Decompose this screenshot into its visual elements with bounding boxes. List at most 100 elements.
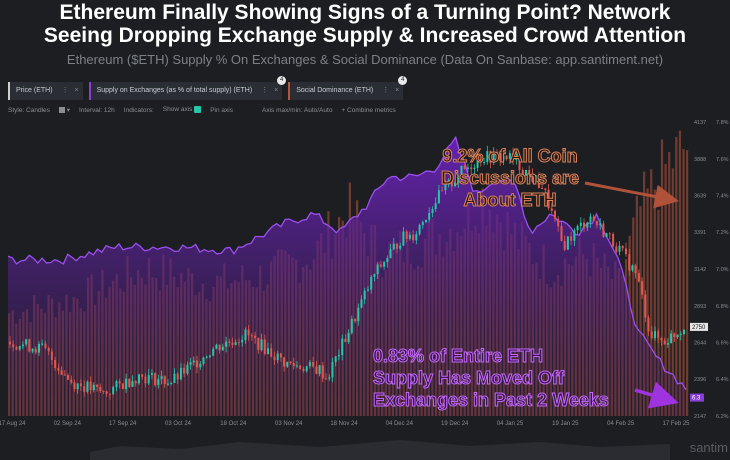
price-candle	[50, 351, 53, 360]
price-candle	[428, 213, 431, 220]
price-candle	[595, 221, 598, 226]
price-candle	[431, 209, 434, 213]
price-candle	[12, 344, 15, 348]
more-options-icon[interactable]: ⋮	[61, 87, 69, 94]
indicators-button[interactable]: Indicators:	[123, 106, 154, 114]
style-select[interactable]: Style: Candles	[8, 106, 50, 114]
price-axis-tick-label: 2396	[694, 377, 706, 383]
price-axis-tick-label: 2893	[694, 304, 706, 310]
price-candle	[454, 182, 456, 187]
social-arrow	[584, 181, 679, 209]
price-candle	[447, 180, 450, 185]
chart-title-line-1: Ethereum Finally Showing Signs of a Turn…	[59, 1, 671, 24]
combine-metrics-button[interactable]: + Combine metrics	[341, 106, 396, 114]
close-icon[interactable]: ×	[395, 87, 400, 94]
social-dominance-bar	[675, 136, 678, 416]
price-candle	[57, 368, 60, 371]
price-candle	[244, 329, 247, 340]
price-axis-tick-label: 3142	[694, 267, 706, 273]
chart-subtitle: Ethereum ($ETH) Supply % On Exchanges & …	[66, 52, 664, 67]
supply-axis-tick-label: 6.4%	[716, 377, 729, 383]
price-candle	[657, 331, 660, 339]
legend-chip-price[interactable]: Price (ETH) ⋮ ×	[8, 82, 83, 100]
price-candle	[592, 216, 595, 221]
social-dominance-bar	[660, 139, 664, 416]
price-candle	[299, 365, 302, 369]
price-candle	[647, 317, 650, 332]
alert-badge: 4	[277, 76, 287, 85]
price-candle	[15, 347, 18, 350]
social-dominance-bar	[643, 171, 646, 416]
santiment-watermark: santim	[690, 440, 728, 455]
price-candle	[547, 189, 550, 209]
price-candle	[79, 383, 82, 387]
price-candle	[550, 208, 553, 211]
price-candle	[141, 374, 144, 377]
legend-chip-social[interactable]: Social Dominance (ETH) ⋮ × 4	[288, 76, 408, 100]
price-axis-tick-label: 2644	[694, 341, 706, 347]
x-axis-tick-label: 18 Nov 24	[330, 421, 358, 427]
price-candle	[18, 346, 21, 350]
price-candle	[637, 273, 640, 282]
color-picker[interactable]: ▾	[58, 106, 70, 114]
price-candle	[341, 338, 344, 355]
price-candle	[286, 361, 289, 367]
x-axis-tick-label: 04 Dec 24	[386, 421, 414, 427]
price-candle	[670, 333, 673, 344]
price-candle	[392, 243, 395, 250]
price-candle	[238, 342, 240, 344]
x-axis-tick-label: 17 Sep 24	[109, 421, 137, 427]
price-candle	[221, 346, 224, 351]
price-candle	[234, 342, 237, 345]
axis-range-select[interactable]: Axis max/min: Auto/Auto	[261, 106, 333, 114]
price-candle	[679, 334, 682, 335]
price-candle	[634, 265, 637, 274]
more-options-icon[interactable]: ⋮	[261, 87, 269, 94]
price-candle	[360, 299, 363, 308]
price-candle	[405, 231, 408, 239]
price-candle	[134, 381, 137, 384]
price-candle	[312, 362, 315, 367]
price-candle	[505, 155, 508, 160]
price-candle	[112, 387, 115, 394]
supply-axis-tick-label: 7.8%	[716, 120, 729, 126]
price-candle	[673, 333, 676, 337]
price-candle	[205, 356, 208, 358]
price-candle	[496, 152, 498, 154]
price-candle	[573, 230, 576, 241]
price-candle	[102, 391, 105, 392]
close-icon[interactable]: ×	[274, 87, 279, 94]
navigator-minimap	[90, 440, 670, 460]
price-candle	[163, 376, 166, 384]
price-candle	[602, 223, 605, 237]
price-candle	[463, 165, 466, 169]
price-candle	[502, 155, 505, 161]
legend-chip-supply[interactable]: Supply on Exchanges (as % of total suppl…	[88, 76, 287, 100]
social-dominance-bar	[653, 189, 656, 416]
price-candle	[208, 355, 211, 357]
price-candle	[425, 219, 427, 222]
price-candle	[457, 177, 460, 183]
more-options-icon[interactable]: ⋮	[382, 87, 390, 94]
interval-select[interactable]: Interval: 12h	[79, 106, 115, 114]
pin-axis-toggle[interactable]: Pin axis	[210, 106, 233, 114]
price-candle	[476, 158, 479, 168]
close-icon[interactable]: ×	[74, 87, 79, 94]
price-candle	[167, 383, 169, 385]
price-candle	[460, 165, 463, 178]
x-axis-tick-label: 03 Nov 24	[275, 421, 303, 427]
supply-axis-tick-label: 6.2%	[716, 414, 729, 420]
price-candle	[125, 378, 128, 390]
price-candle	[150, 373, 153, 375]
price-candle	[321, 365, 324, 379]
price-candle	[76, 383, 79, 390]
price-candle	[196, 360, 198, 368]
price-candle	[83, 386, 86, 392]
price-candle	[241, 340, 244, 343]
price-candle	[38, 343, 40, 353]
social-dominance-bar	[671, 168, 674, 416]
price-candle	[147, 375, 150, 384]
price-candle	[473, 167, 476, 169]
price-candle	[228, 341, 231, 343]
show-axis-toggle[interactable]: Show axis	[163, 106, 202, 114]
